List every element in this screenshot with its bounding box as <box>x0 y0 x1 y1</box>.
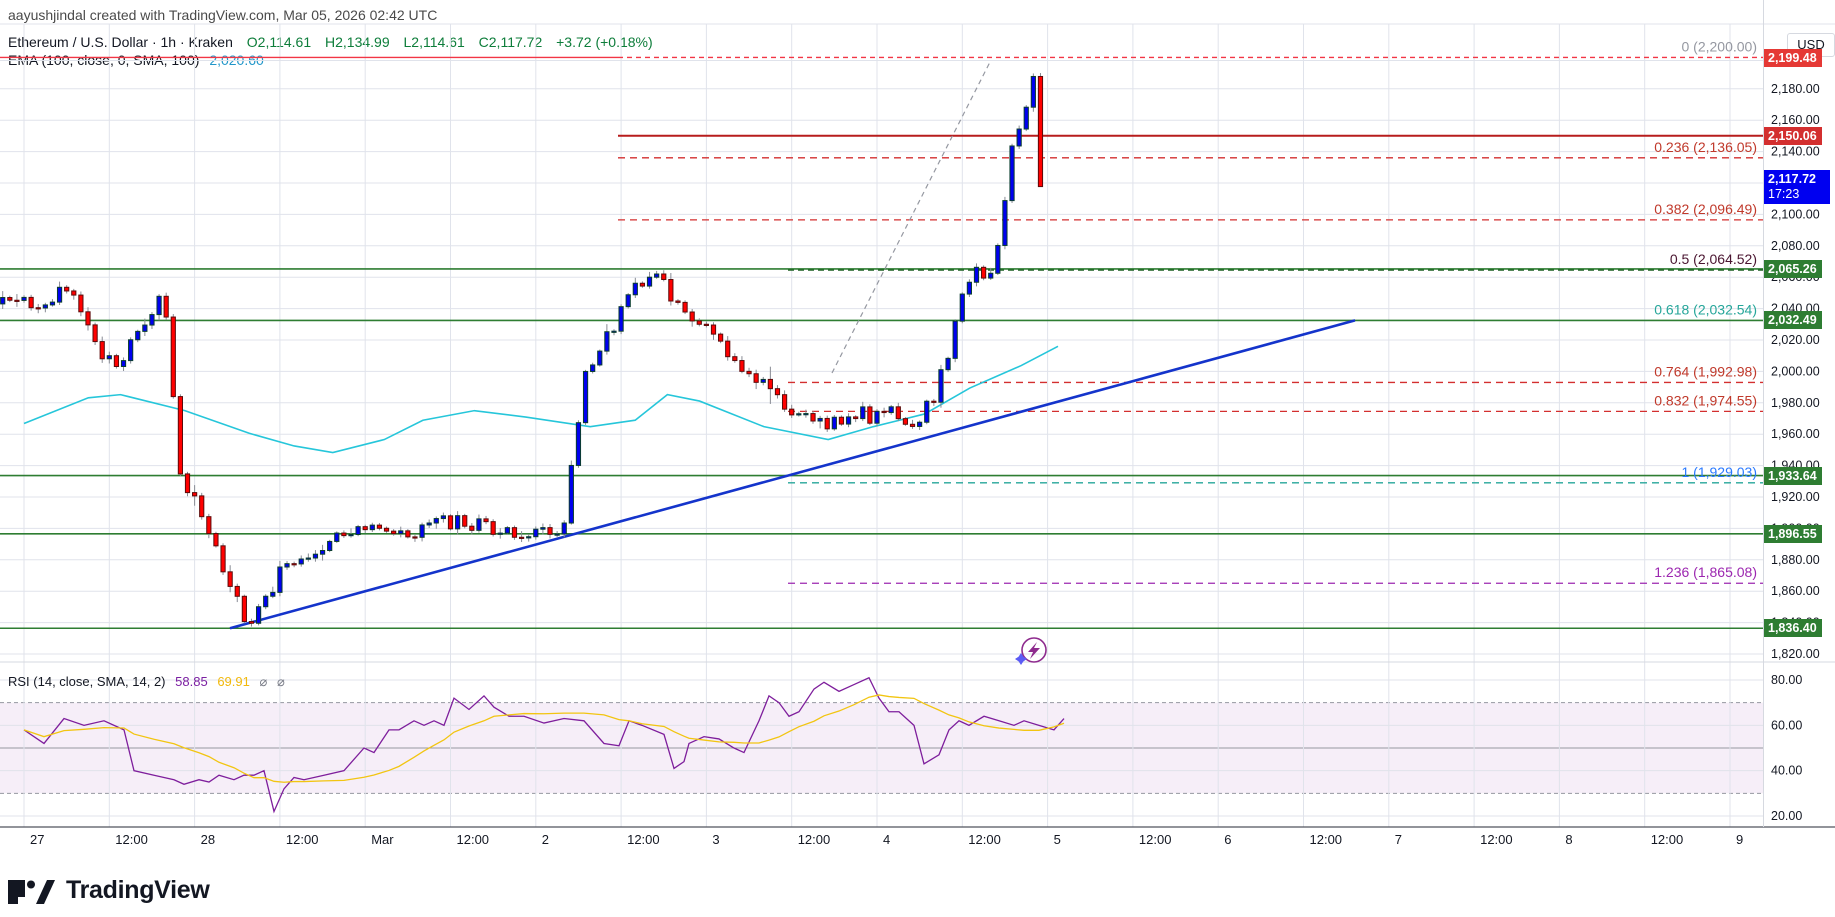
svg-text:6: 6 <box>1224 832 1231 847</box>
svg-text:2,140.00: 2,140.00 <box>1771 145 1820 159</box>
svg-text:12:00: 12:00 <box>1139 832 1172 847</box>
svg-text:0 (2,200.00): 0 (2,200.00) <box>1682 38 1758 54</box>
svg-text:1,960.00: 1,960.00 <box>1771 427 1820 441</box>
svg-text:12:00: 12:00 <box>1480 832 1513 847</box>
svg-text:0.764 (1,992.98): 0.764 (1,992.98) <box>1654 363 1757 379</box>
svg-text:0.5 (2,064.52): 0.5 (2,064.52) <box>1670 251 1757 267</box>
svg-text:5: 5 <box>1054 832 1061 847</box>
svg-text:1,820.00: 1,820.00 <box>1771 647 1820 661</box>
svg-text:2,100.00: 2,100.00 <box>1771 207 1820 221</box>
svg-text:2,000.00: 2,000.00 <box>1771 364 1820 378</box>
svg-text:8: 8 <box>1565 832 1572 847</box>
svg-text:2,080.00: 2,080.00 <box>1771 239 1820 253</box>
svg-text:1,980.00: 1,980.00 <box>1771 396 1820 410</box>
svg-text:1,880.00: 1,880.00 <box>1771 553 1820 567</box>
svg-text:9: 9 <box>1736 832 1743 847</box>
svg-text:0.618 (2,032.54): 0.618 (2,032.54) <box>1654 301 1757 317</box>
svg-text:1.236 (1,865.08): 1.236 (1,865.08) <box>1654 564 1757 580</box>
svg-text:1,860.00: 1,860.00 <box>1771 584 1820 598</box>
svg-text:12:00: 12:00 <box>968 832 1001 847</box>
svg-text:12:00: 12:00 <box>286 832 319 847</box>
svg-text:12:00: 12:00 <box>115 832 148 847</box>
svg-text:80.00: 80.00 <box>1771 673 1802 687</box>
svg-text:12:00: 12:00 <box>1310 832 1343 847</box>
svg-text:7: 7 <box>1395 832 1402 847</box>
svg-text:28: 28 <box>201 832 215 847</box>
svg-text:12:00: 12:00 <box>798 832 831 847</box>
svg-text:12:00: 12:00 <box>457 832 490 847</box>
svg-text:1,920.00: 1,920.00 <box>1771 490 1820 504</box>
svg-text:20.00: 20.00 <box>1771 809 1802 823</box>
svg-text:0.832 (1,974.55): 0.832 (1,974.55) <box>1654 392 1757 408</box>
svg-text:3: 3 <box>712 832 719 847</box>
svg-text:0.382 (2,096.49): 0.382 (2,096.49) <box>1654 201 1757 217</box>
svg-text:40.00: 40.00 <box>1771 764 1802 778</box>
svg-text:Mar: Mar <box>371 832 394 847</box>
svg-text:60.00: 60.00 <box>1771 718 1802 732</box>
svg-text:2,160.00: 2,160.00 <box>1771 113 1820 127</box>
svg-text:27: 27 <box>30 832 44 847</box>
svg-text:2,180.00: 2,180.00 <box>1771 82 1820 96</box>
svg-text:2: 2 <box>542 832 549 847</box>
svg-text:2,020.00: 2,020.00 <box>1771 333 1820 347</box>
svg-text:12:00: 12:00 <box>1651 832 1684 847</box>
svg-text:12:00: 12:00 <box>627 832 660 847</box>
svg-text:1 (1,929.03): 1 (1,929.03) <box>1682 464 1758 480</box>
svg-text:0.236 (2,136.05): 0.236 (2,136.05) <box>1654 139 1757 155</box>
svg-text:4: 4 <box>883 832 890 847</box>
